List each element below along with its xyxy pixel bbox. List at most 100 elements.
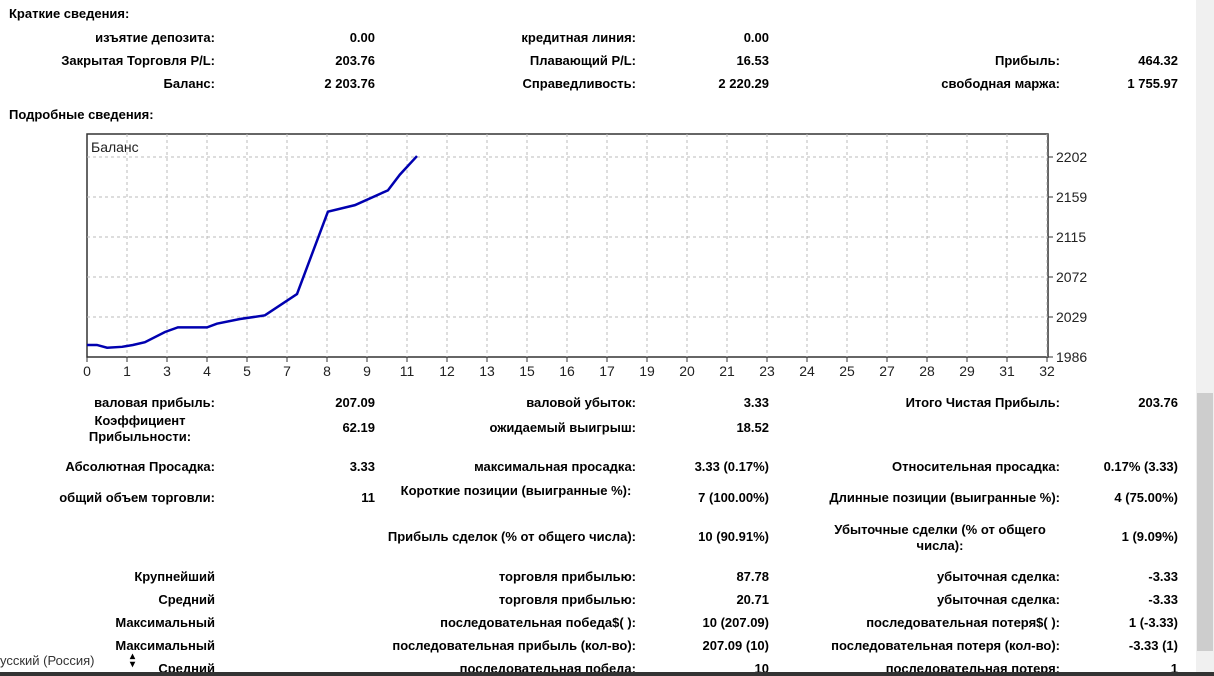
x-tick-label: 23: [759, 363, 775, 379]
stat-value: 1 (-3.33): [1128, 615, 1178, 630]
y-tick-label: 2202: [1056, 149, 1087, 165]
stat-value: -3.33 (1): [1128, 638, 1178, 653]
stat-label: торговля прибылью:: [498, 569, 636, 584]
summary-label: Баланс:: [163, 76, 215, 91]
stat-value: 3.33 (0.17%): [694, 459, 769, 474]
y-tick-label: 2072: [1056, 269, 1087, 285]
x-tick-label: 17: [599, 363, 615, 379]
x-tick-label: 1: [123, 363, 131, 379]
y-tick-label: 1986: [1056, 349, 1087, 365]
stat-value: 62.19: [342, 420, 375, 435]
summary-title: Краткие сведения:: [9, 6, 130, 21]
summary-label: изъятие депозита:: [95, 30, 215, 45]
x-tick-label: 24: [799, 363, 815, 379]
x-tick-label: 0: [83, 363, 91, 379]
y-tick-label: 2029: [1056, 309, 1087, 325]
summary-value: 2 203.76: [324, 76, 375, 91]
summary-label: Прибыль:: [995, 53, 1060, 68]
stat-value: 3.33: [743, 395, 769, 410]
summary-value: 2 220.29: [718, 76, 769, 91]
stat-value: 11: [361, 490, 375, 505]
stat-value: 1: [1170, 661, 1178, 676]
x-tick-label: 15: [519, 363, 535, 379]
stat-value: 1 (9.09%): [1121, 529, 1178, 544]
stat-label: максимальная просадка:: [474, 459, 636, 474]
bottom-border: [0, 672, 1214, 676]
x-tick-label: 5: [243, 363, 251, 379]
stat-label: валовой убыток:: [526, 395, 636, 410]
summary-label: Закрытая Торговля P/L:: [61, 53, 215, 68]
summary-value: 203.76: [335, 53, 375, 68]
stat-label: Средний: [158, 592, 215, 607]
x-tick-label: 29: [959, 363, 975, 379]
vertical-scrollbar[interactable]: [1196, 0, 1214, 672]
stat-label: Максимальный: [115, 615, 215, 630]
stat-value: 18.52: [736, 420, 769, 435]
x-tick-label: 21: [719, 363, 735, 379]
balance-line: [87, 155, 418, 350]
stat-label: торговля прибылью:: [498, 592, 636, 607]
stat-value: 20.71: [736, 592, 769, 607]
x-tick-label: 7: [283, 363, 291, 379]
stat-label: убыточная сделка:: [936, 592, 1060, 607]
x-tick-label: 16: [559, 363, 575, 379]
stat-label: ожидаемый выигрыш:: [489, 420, 636, 435]
x-tick-label: 8: [323, 363, 331, 379]
x-tick-label: 12: [439, 363, 455, 379]
stat-label: Итого Чистая Прибыль:: [905, 395, 1060, 410]
stat-value: -3.33: [1148, 569, 1178, 584]
summary-label: кредитная линия:: [521, 30, 636, 45]
stat-value: 10 (90.91%): [698, 529, 769, 544]
stat-label: Относительная просадка:: [892, 459, 1060, 474]
stat-value: 3.33: [349, 459, 375, 474]
stat-label: последовательная потеря$( ):: [866, 615, 1060, 630]
summary-value: 464.32: [1138, 53, 1178, 68]
spinner-arrows-icon[interactable]: ▴ ▾: [130, 651, 136, 670]
stat-label: Абсолютная Просадка:: [65, 459, 215, 474]
stat-label: Крупнейший: [134, 569, 215, 584]
x-tick-label: 20: [679, 363, 695, 379]
stat-value: 10 (207.09): [702, 615, 770, 630]
y-tick-label: 2115: [1056, 229, 1086, 245]
x-tick-label: 3: [163, 363, 171, 379]
stat-label: Убыточные сделки (% от общего числа):: [834, 522, 1046, 553]
stat-label: Прибыль сделок (% от общего числа):: [387, 529, 636, 544]
details-title: Подробные сведения:: [9, 107, 154, 122]
summary-value: 0.00: [349, 30, 375, 45]
stat-value: 207.09 (10): [702, 638, 770, 653]
x-tick-label: 9: [363, 363, 371, 379]
language-selector[interactable]: усский (Россия): [0, 653, 95, 668]
x-tick-label: 11: [400, 363, 415, 379]
balance-chart: 0 1 3 4 5 7 8 9 11 12 13 15 16 17 19 20 21 23 24 25 27 28 29 31…: [83, 133, 1087, 379]
stat-label: общий объем торговли:: [59, 490, 215, 505]
x-tick-label: 19: [639, 363, 655, 379]
stat-label: валовая прибыль:: [94, 395, 215, 410]
x-tick-label: 27: [879, 363, 895, 379]
summary-value: 0.00: [743, 30, 769, 45]
stat-label: убыточная сделка:: [936, 569, 1060, 584]
x-tick-label: 32: [1039, 363, 1055, 379]
stat-value: 203.76: [1138, 395, 1178, 410]
x-tick-label: 25: [839, 363, 855, 379]
x-tick-label: 4: [203, 363, 211, 379]
y-tick-label: 2159: [1056, 189, 1087, 205]
summary-label: Плавающий P/L:: [529, 53, 636, 68]
summary-value: 1 755.97: [1127, 76, 1178, 91]
x-tick-label: 28: [919, 363, 935, 379]
stat-value: 0.17% (3.33): [1103, 459, 1178, 474]
stat-label: последовательная прибыль (кол-во):: [392, 638, 636, 653]
x-tick-label: 31: [999, 363, 1015, 379]
x-tick-label: 13: [479, 363, 495, 379]
plot-area: [86, 133, 1049, 358]
chart-title: Баланс: [91, 139, 139, 155]
stat-label: последовательная потеря (кол-во):: [831, 638, 1060, 653]
stat-value: 4 (75.00%): [1114, 490, 1178, 505]
summary-label: свободная маржа:: [941, 76, 1060, 91]
scrollbar-thumb[interactable]: [1197, 393, 1213, 651]
stat-value: 7 (100.00%): [698, 490, 769, 505]
stat-label: Длинные позиции (выигранные %):: [829, 490, 1060, 505]
stat-value: 207.09: [335, 395, 375, 410]
stat-label: Коэффициент Прибыльности:: [88, 413, 192, 444]
summary-value: 16.53: [736, 53, 769, 68]
stat-value: 87.78: [736, 569, 769, 584]
